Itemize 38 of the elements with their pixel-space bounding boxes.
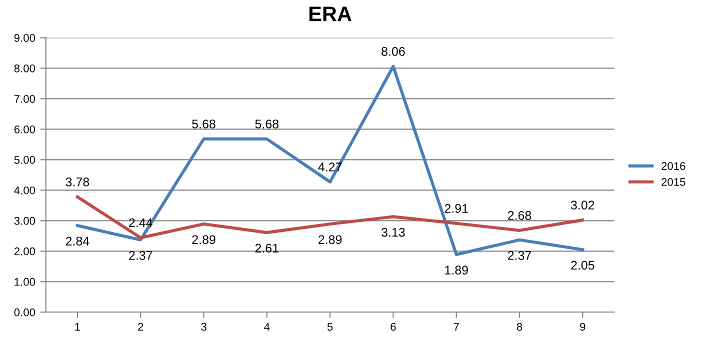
data-label: 1.89: [445, 266, 468, 275]
y-tick-label: 4.00: [14, 186, 36, 194]
y-tick-label: 2.00: [14, 247, 36, 256]
x-tick-label: 1: [75, 322, 80, 331]
data-label: 2.91: [444, 204, 468, 213]
data-label: 8.06: [382, 47, 405, 56]
x-tick-label: 5: [327, 322, 333, 331]
data-label: 2.61: [255, 244, 278, 253]
y-tick-label: 0.00: [14, 308, 36, 316]
y-tick-label: 6.00: [14, 125, 36, 134]
x-tick-label: 6: [390, 322, 396, 331]
data-label: 3.02: [570, 200, 594, 210]
data-label: 3.78: [66, 177, 90, 186]
data-label: 2.89: [318, 235, 342, 244]
x-tick-label: 8: [516, 322, 522, 331]
legend-label: 2016: [662, 162, 686, 170]
legend-label: 2015: [662, 178, 686, 186]
y-tick-label: 7.00: [14, 94, 36, 103]
data-label: 5.68: [192, 120, 216, 128]
y-tick-label: 9.00: [14, 34, 36, 42]
x-tick-label: 2: [138, 322, 144, 331]
x-tick-label: 4: [264, 322, 270, 331]
data-label: 2.68: [508, 211, 532, 220]
data-label: 5.68: [255, 120, 279, 128]
data-label: 2.37: [129, 251, 152, 260]
x-tick-label: 9: [580, 322, 586, 331]
x-tick-label: 7: [454, 322, 459, 331]
data-label: 3.13: [382, 228, 405, 237]
y-tick-label: 5.00: [14, 156, 36, 164]
y-tick-label: 8.00: [14, 64, 36, 72]
chart-title: ERA: [309, 6, 352, 22]
data-label: 2.89: [192, 235, 216, 244]
data-label: 2.84: [66, 236, 90, 246]
x-tick-label: 3: [201, 322, 206, 331]
y-tick-label: 3.00: [14, 216, 36, 225]
y-tick-label: 1.00: [14, 278, 36, 286]
data-label: 2.05: [571, 260, 594, 270]
data-label: 2.37: [508, 251, 532, 260]
